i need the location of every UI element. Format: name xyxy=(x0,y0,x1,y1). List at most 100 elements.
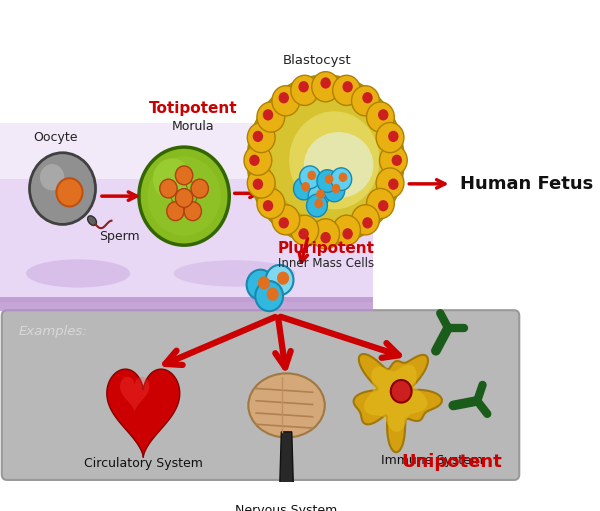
Circle shape xyxy=(289,111,379,210)
Ellipse shape xyxy=(26,259,130,288)
Circle shape xyxy=(247,270,274,300)
Circle shape xyxy=(291,75,319,105)
Text: Human Fetus: Human Fetus xyxy=(460,175,593,193)
Circle shape xyxy=(307,171,316,180)
Circle shape xyxy=(191,179,208,198)
Text: Blastocyst: Blastocyst xyxy=(283,54,351,67)
Circle shape xyxy=(331,168,352,191)
Circle shape xyxy=(266,288,279,301)
Polygon shape xyxy=(0,123,373,301)
Circle shape xyxy=(258,276,270,289)
Text: Pluripotent: Pluripotent xyxy=(278,241,375,256)
Circle shape xyxy=(257,102,285,132)
Text: Oocyte: Oocyte xyxy=(34,131,78,145)
Circle shape xyxy=(379,145,407,175)
Circle shape xyxy=(332,75,361,105)
Circle shape xyxy=(378,109,388,121)
Circle shape xyxy=(312,219,340,249)
Circle shape xyxy=(308,185,329,207)
Circle shape xyxy=(160,179,177,198)
Circle shape xyxy=(253,131,263,142)
Circle shape xyxy=(338,173,347,182)
Polygon shape xyxy=(107,369,180,457)
FancyBboxPatch shape xyxy=(2,310,519,480)
Circle shape xyxy=(184,202,202,221)
Circle shape xyxy=(269,89,391,222)
Circle shape xyxy=(320,77,331,88)
Circle shape xyxy=(263,109,273,121)
Circle shape xyxy=(378,200,388,212)
Circle shape xyxy=(266,265,293,295)
Circle shape xyxy=(307,194,328,217)
Circle shape xyxy=(40,164,64,191)
Circle shape xyxy=(362,217,373,228)
Circle shape xyxy=(299,166,320,189)
Circle shape xyxy=(391,380,412,403)
Circle shape xyxy=(277,271,289,285)
Circle shape xyxy=(316,190,325,199)
Circle shape xyxy=(56,178,82,206)
Circle shape xyxy=(367,189,394,219)
Circle shape xyxy=(247,168,275,198)
Circle shape xyxy=(175,189,193,207)
Circle shape xyxy=(272,86,300,116)
Circle shape xyxy=(272,205,300,235)
Ellipse shape xyxy=(173,260,295,287)
Text: Totipotent: Totipotent xyxy=(148,101,237,116)
Ellipse shape xyxy=(248,374,325,437)
Circle shape xyxy=(278,92,289,103)
Circle shape xyxy=(257,189,285,219)
Circle shape xyxy=(293,177,314,200)
Circle shape xyxy=(392,155,402,166)
Circle shape xyxy=(388,178,398,190)
Circle shape xyxy=(312,72,340,102)
Circle shape xyxy=(352,205,379,235)
Circle shape xyxy=(29,153,95,224)
Circle shape xyxy=(298,81,309,92)
Circle shape xyxy=(376,123,404,153)
Circle shape xyxy=(324,179,345,202)
Circle shape xyxy=(352,86,379,116)
Ellipse shape xyxy=(304,132,373,198)
Text: Examples:: Examples: xyxy=(19,324,88,338)
Circle shape xyxy=(332,215,361,245)
Circle shape xyxy=(247,123,275,153)
Circle shape xyxy=(314,199,323,208)
Circle shape xyxy=(325,174,334,184)
Circle shape xyxy=(298,228,309,240)
Polygon shape xyxy=(272,485,301,507)
Polygon shape xyxy=(364,365,427,432)
Text: Circulatory System: Circulatory System xyxy=(84,457,203,470)
Circle shape xyxy=(388,131,398,142)
Polygon shape xyxy=(280,432,293,491)
Text: Inner Mass Cells: Inner Mass Cells xyxy=(278,257,374,270)
Circle shape xyxy=(244,145,272,175)
Ellipse shape xyxy=(88,216,97,225)
Circle shape xyxy=(139,147,229,245)
Polygon shape xyxy=(353,354,442,452)
Circle shape xyxy=(320,232,331,243)
Text: Unipotent: Unipotent xyxy=(401,453,502,471)
Circle shape xyxy=(362,92,373,103)
Circle shape xyxy=(291,215,319,245)
Circle shape xyxy=(249,155,260,166)
Circle shape xyxy=(317,170,338,192)
Circle shape xyxy=(343,81,353,92)
Text: Immune System: Immune System xyxy=(382,454,484,467)
Circle shape xyxy=(253,178,263,190)
Circle shape xyxy=(343,228,353,240)
Circle shape xyxy=(367,102,394,132)
Circle shape xyxy=(247,76,404,245)
Circle shape xyxy=(255,281,283,311)
Polygon shape xyxy=(0,297,373,311)
Circle shape xyxy=(376,168,404,198)
Circle shape xyxy=(153,158,191,200)
Polygon shape xyxy=(120,377,149,412)
Circle shape xyxy=(148,156,221,236)
Text: Sperm: Sperm xyxy=(99,230,140,243)
Circle shape xyxy=(175,166,193,185)
Circle shape xyxy=(332,184,340,193)
Circle shape xyxy=(263,200,273,212)
Text: Nervous System: Nervous System xyxy=(235,504,338,511)
Text: Morula: Morula xyxy=(172,120,214,133)
